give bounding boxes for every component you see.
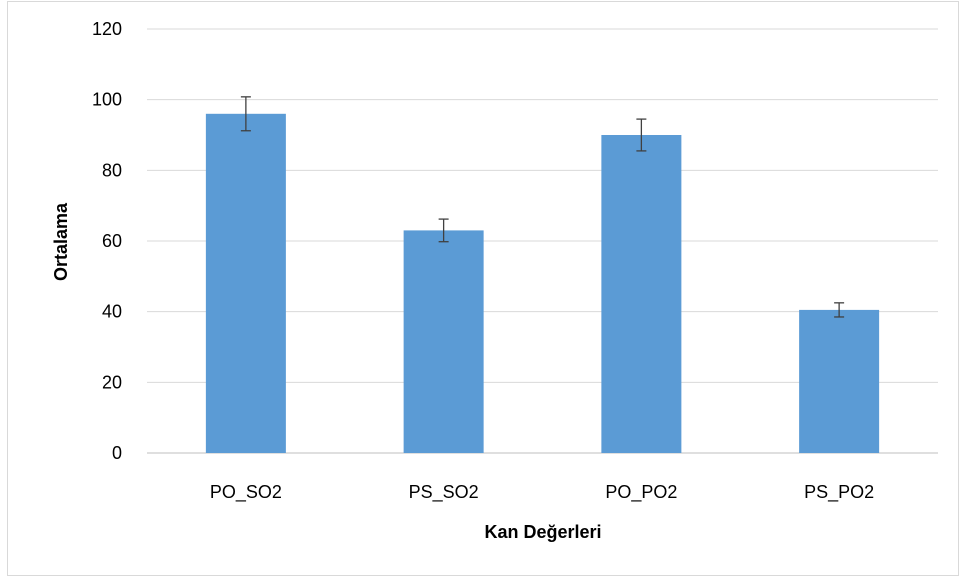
y-tick-label: 40 bbox=[102, 302, 122, 322]
x-tick-label: PS_SO2 bbox=[409, 482, 479, 503]
bar bbox=[403, 230, 484, 453]
bar bbox=[205, 113, 286, 454]
x-tick-label: PS_PO2 bbox=[804, 482, 874, 503]
x-axis-title: Kan Değerleri bbox=[484, 522, 601, 542]
y-tick-label: 20 bbox=[102, 372, 122, 392]
x-tick-label: PO_SO2 bbox=[210, 482, 282, 503]
y-tick-label: 120 bbox=[92, 19, 122, 39]
x-tick-label: PO_PO2 bbox=[605, 482, 677, 503]
bar bbox=[799, 309, 880, 453]
bars bbox=[205, 113, 880, 454]
y-tick-label: 0 bbox=[112, 443, 122, 463]
bar bbox=[601, 135, 682, 453]
error-bars bbox=[240, 96, 845, 318]
y-tick-label: 100 bbox=[92, 90, 122, 110]
y-tick-label: 80 bbox=[102, 160, 122, 180]
x-tick-labels: PO_SO2 PS_SO2 PO_PO2 PS_PO2 bbox=[210, 482, 874, 503]
y-tick-label: 60 bbox=[102, 231, 122, 251]
y-axis-title: Ortalama bbox=[51, 202, 71, 281]
y-tick-labels: 0 20 40 60 80 100 120 bbox=[92, 19, 122, 463]
